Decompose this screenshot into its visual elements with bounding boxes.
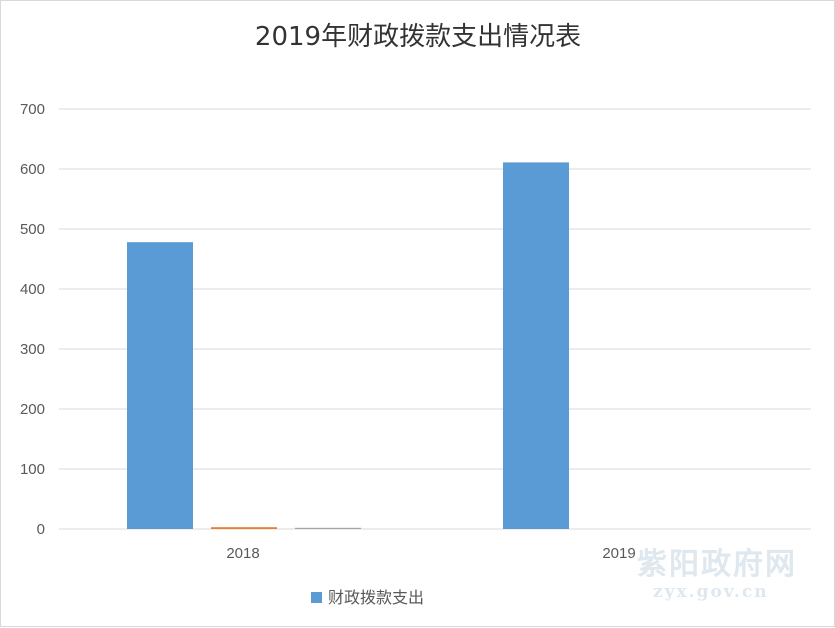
x-tick-label: 2018 [226, 545, 259, 562]
chart-title: 2019年财政拨款支出情况表 [255, 22, 581, 52]
y-tick-label: 100 [20, 461, 45, 478]
legend-label: 财政拨款支出 [328, 588, 424, 607]
x-tick-label: 2019 [602, 545, 635, 562]
y-tick-label: 500 [20, 221, 45, 238]
watermark: 紫阳政府网 zyx.gov.cn [637, 547, 797, 602]
y-tick-label: 0 [37, 521, 45, 538]
bar [503, 162, 569, 529]
y-tick-label: 300 [20, 341, 45, 358]
legend: 财政拨款支出 [311, 588, 424, 607]
y-axis-ticks: 0 100 200 300 400 500 600 700 [20, 101, 45, 538]
watermark-name: 紫阳政府网 [637, 547, 797, 582]
y-tick-label: 200 [20, 401, 45, 418]
y-tick-label: 700 [20, 101, 45, 118]
legend-swatch [311, 592, 322, 603]
x-axis-ticks: 2018 2019 [226, 545, 635, 562]
watermark-domain: zyx.gov.cn [653, 582, 769, 602]
bars [127, 162, 569, 529]
y-tick-label: 600 [20, 161, 45, 178]
bar [295, 527, 361, 529]
bar [127, 242, 193, 529]
bar [211, 527, 277, 529]
y-tick-label: 400 [20, 281, 45, 298]
